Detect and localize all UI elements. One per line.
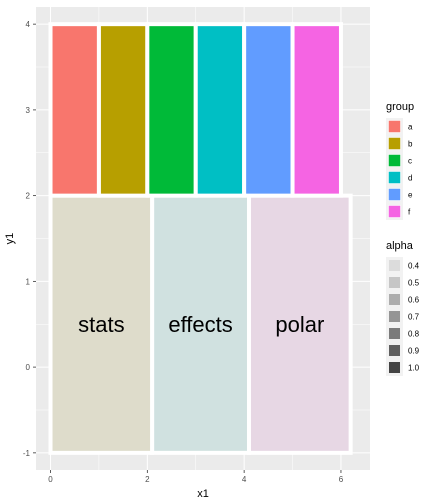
y-tick-label: 4	[26, 20, 31, 29]
legend-swatch-a	[388, 120, 401, 133]
bar-a	[48, 22, 101, 198]
bar-f	[290, 22, 343, 198]
region-rect-effects	[150, 193, 251, 455]
legend-swatch-d	[388, 171, 401, 184]
region-label-polar: polar	[275, 312, 324, 337]
y-tick-label: -1	[23, 449, 31, 458]
legend-title-group: group	[386, 101, 414, 113]
legend-label: 0.5	[408, 279, 420, 288]
legend-swatch-alpha	[389, 277, 400, 288]
legend-label: d	[408, 174, 412, 183]
axes: 0 2 4 6 -1 0 1 2 3 4	[23, 20, 344, 484]
x-axis-title: x1	[197, 488, 209, 500]
legend-swatch-alpha	[389, 294, 400, 305]
legend-title-alpha: alpha	[386, 240, 414, 252]
legend-swatch-c	[388, 154, 401, 167]
x-tick-label: 0	[48, 475, 53, 484]
legend-swatch-b	[388, 137, 401, 150]
region-rect-stats	[48, 193, 155, 455]
legend-swatch-alpha	[389, 345, 400, 356]
bar-e	[242, 22, 295, 198]
bar-c	[145, 22, 198, 198]
legend-label: 0.4	[408, 262, 420, 271]
legend-swatch-alpha	[389, 362, 400, 373]
x-tick-label: 2	[145, 475, 150, 484]
legend-label: 1.0	[408, 364, 420, 373]
y-axis-title: y1	[4, 233, 16, 245]
legend-label: c	[408, 157, 412, 166]
legend-label: e	[408, 191, 413, 200]
bar-b	[96, 22, 150, 198]
legend-label: b	[408, 140, 413, 149]
x-tick-label: 6	[339, 475, 344, 484]
y-tick-label: 3	[26, 106, 31, 115]
plot-panel: stats effects polar	[36, 7, 370, 470]
y-tick-label: 1	[26, 277, 31, 286]
legend-swatch-alpha	[389, 328, 400, 339]
legend-swatch-f	[388, 205, 401, 218]
legend-label: 0.8	[408, 330, 420, 339]
bar-d	[193, 22, 247, 198]
y-tick-label: 2	[26, 192, 31, 201]
legend-label: 0.9	[408, 347, 420, 356]
legend-label: 0.6	[408, 296, 420, 305]
x-tick-label: 4	[242, 475, 247, 484]
legend-swatch-e	[388, 188, 401, 201]
legend-swatch-alpha	[389, 311, 400, 322]
legend-alpha: alpha 0.4 0.5 0.6 0.7 0.8 0.9 1.0	[386, 240, 420, 376]
y-tick-label: 0	[26, 363, 31, 372]
region-label-stats: stats	[78, 312, 124, 337]
legend-label: f	[408, 208, 411, 217]
legend-label: a	[408, 123, 413, 132]
region-label-effects: effects	[168, 312, 232, 337]
legend-swatch-alpha	[389, 260, 400, 271]
legend-label: 0.7	[408, 313, 420, 322]
